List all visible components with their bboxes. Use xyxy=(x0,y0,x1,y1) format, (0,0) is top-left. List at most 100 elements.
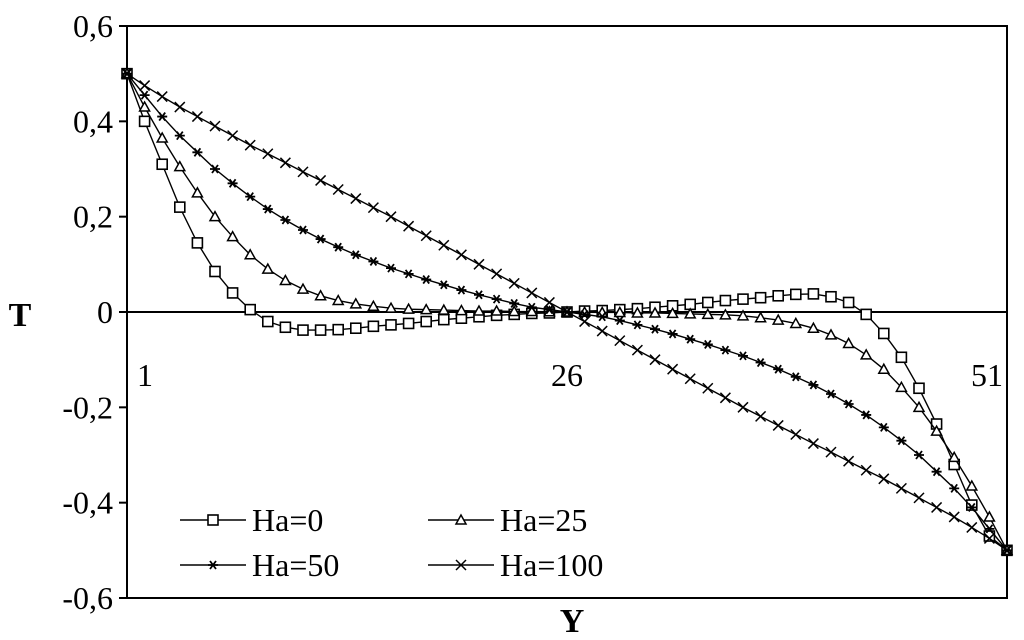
data-point xyxy=(419,303,433,315)
data-point xyxy=(843,455,855,467)
data-point xyxy=(420,230,432,242)
data-point xyxy=(280,215,291,225)
data-point xyxy=(491,268,503,280)
data-point xyxy=(773,364,784,374)
x-axis-title: Y xyxy=(560,603,585,640)
data-point xyxy=(455,304,468,316)
data-point xyxy=(702,382,714,394)
data-point xyxy=(508,277,520,289)
data-point xyxy=(314,324,327,336)
data-point xyxy=(314,289,327,301)
data-point xyxy=(842,336,855,349)
legend-label: Ha=25 xyxy=(500,502,587,538)
data-point xyxy=(279,273,292,286)
data-point xyxy=(421,275,432,285)
data-point xyxy=(896,436,907,446)
data-point xyxy=(861,410,872,420)
data-point xyxy=(789,316,803,329)
data-point xyxy=(139,80,151,92)
data-point xyxy=(192,147,203,157)
data-point xyxy=(965,479,979,491)
data-point xyxy=(1001,544,1013,556)
data-point xyxy=(667,329,678,339)
data-point xyxy=(332,183,344,196)
data-point xyxy=(455,249,467,261)
series-layer xyxy=(120,67,1014,557)
data-point xyxy=(385,211,397,223)
data-point xyxy=(914,450,924,460)
data-point xyxy=(930,424,943,436)
data-point xyxy=(966,521,978,533)
data-point xyxy=(807,321,820,333)
data-point xyxy=(226,287,239,299)
x-tick-label: 51 xyxy=(971,357,1003,393)
data-point xyxy=(983,532,995,544)
data-point xyxy=(156,91,168,103)
data-point xyxy=(402,302,415,314)
data-point xyxy=(561,306,573,318)
data-point xyxy=(367,299,380,312)
data-point xyxy=(315,234,326,244)
data-point xyxy=(824,328,838,340)
data-point xyxy=(877,327,890,340)
data-point xyxy=(931,467,942,477)
legend-label: Ha=0 xyxy=(252,502,323,538)
data-point xyxy=(191,237,204,249)
data-point xyxy=(472,304,486,316)
legend-item: Ha=0 xyxy=(180,502,323,538)
data-point xyxy=(754,291,767,304)
data-point xyxy=(384,301,398,313)
data-point xyxy=(208,210,222,222)
data-point xyxy=(597,312,608,322)
data-point xyxy=(315,174,327,186)
data-point xyxy=(826,389,836,399)
data-point xyxy=(262,148,274,160)
legend-item: Ha=25 xyxy=(428,502,587,538)
data-point xyxy=(297,324,309,336)
data-point xyxy=(965,499,978,511)
data-point xyxy=(807,438,819,450)
data-point xyxy=(631,344,643,356)
data-point xyxy=(209,265,221,278)
legend-item: Ha=100 xyxy=(428,547,603,583)
data-point xyxy=(526,302,537,312)
data-point xyxy=(648,306,662,318)
data-point xyxy=(736,309,750,321)
data-point xyxy=(789,288,802,301)
data-point xyxy=(174,201,186,213)
data-point xyxy=(579,309,590,319)
data-point xyxy=(261,315,274,328)
data-point xyxy=(737,293,749,305)
data-point xyxy=(438,239,450,251)
data-point xyxy=(843,399,854,409)
data-point xyxy=(279,157,291,169)
data-point xyxy=(191,186,204,198)
x-axis-ticks: 1 26 51 xyxy=(137,357,1003,393)
data-point xyxy=(226,230,239,242)
data-point xyxy=(859,348,873,360)
data-point xyxy=(543,296,555,308)
data-point xyxy=(262,204,273,214)
data-point xyxy=(402,317,415,330)
data-point xyxy=(807,288,820,300)
data-point xyxy=(420,315,433,328)
data-point xyxy=(526,287,538,299)
data-point xyxy=(474,290,484,300)
data-point xyxy=(754,311,767,323)
data-point xyxy=(650,324,660,334)
data-point xyxy=(243,248,257,260)
data-point xyxy=(209,120,221,132)
data-point xyxy=(349,297,363,309)
data-point xyxy=(860,308,873,321)
data-point xyxy=(613,305,627,318)
data-point xyxy=(632,320,643,330)
data-point xyxy=(156,158,168,171)
data-point xyxy=(331,294,345,306)
series-x xyxy=(121,68,1013,556)
data-point xyxy=(772,419,784,431)
legend-label: Ha=100 xyxy=(500,547,603,583)
data-point xyxy=(349,322,362,335)
y-axis-ticks: 0,6 0,4 0,2 0 -0,2 -0,4 -0,6 xyxy=(62,8,127,616)
data-point xyxy=(245,192,256,202)
